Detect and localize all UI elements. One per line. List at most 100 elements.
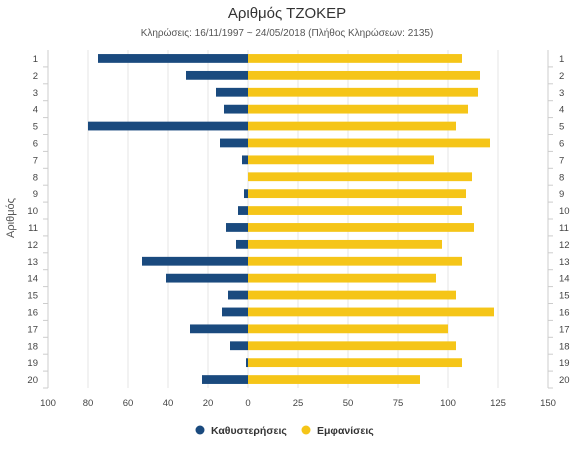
bar-delay-7[interactable]: [242, 155, 248, 165]
x-tick-label-2: 60: [123, 398, 134, 409]
bar-delay-18[interactable]: [230, 341, 248, 351]
y-tick-label-left-13: 13: [27, 257, 38, 268]
y-tick-label-left-8: 8: [33, 172, 38, 183]
y-tick-label-left-6: 6: [33, 138, 38, 149]
bar-delay-11[interactable]: [226, 223, 248, 232]
bar-delay-13[interactable]: [142, 256, 248, 266]
bar-appearance-4[interactable]: [248, 104, 468, 114]
chart-subtitle: Κληρώσεις: 16/11/1997 ~ 24/05/2018 (Πλήθ…: [141, 27, 434, 39]
bar-appearance-16[interactable]: [248, 307, 494, 317]
bar-appearance-8[interactable]: [248, 172, 472, 182]
bar-delay-16[interactable]: [222, 307, 248, 317]
y-tick-label-right-9: 9: [559, 189, 564, 200]
y-tick-label-right-7: 7: [559, 155, 564, 166]
y-tick-label-right-16: 16: [559, 307, 570, 318]
y-tick-label-left-11: 11: [28, 223, 38, 234]
bar-delay-20[interactable]: [202, 375, 248, 384]
bar-appearance-20[interactable]: [248, 375, 420, 384]
bar-delay-10[interactable]: [238, 206, 248, 215]
bar-appearance-13[interactable]: [248, 256, 462, 266]
bar-appearance-17[interactable]: [248, 324, 448, 334]
bar-delay-12[interactable]: [236, 239, 248, 249]
x-tick-label-6: 25: [293, 398, 304, 409]
bar-appearance-1[interactable]: [248, 54, 462, 63]
y-tick-label-right-1: 1: [559, 54, 564, 65]
bar-delay-2[interactable]: [186, 70, 248, 80]
x-tick-label-10: 125: [490, 398, 506, 409]
y-tick-label-left-19: 19: [27, 358, 38, 369]
x-tick-label-0: 100: [40, 398, 56, 409]
x-tick-label-7: 50: [343, 398, 354, 409]
y-tick-label-left-7: 7: [33, 155, 38, 166]
y-tick-label-left-18: 18: [27, 341, 38, 352]
x-tick-label-1: 80: [83, 398, 94, 409]
bar-appearance-12[interactable]: [248, 239, 442, 249]
y-tick-label-left-10: 10: [27, 206, 38, 217]
legend: Καθυστερήσεις Εμφανίσεις: [195, 425, 375, 437]
grid: [47, 50, 549, 388]
y-tick-label-left-12: 12: [27, 240, 38, 251]
y-tick-label-left-16: 16: [27, 307, 38, 318]
y-tick-label-left-14: 14: [27, 274, 38, 285]
bar-appearance-5[interactable]: [248, 121, 456, 131]
bar-appearance-2[interactable]: [248, 70, 480, 80]
bar-appearance-10[interactable]: [248, 206, 462, 215]
bar-delay-5[interactable]: [88, 121, 248, 131]
bar-appearance-6[interactable]: [248, 138, 490, 148]
y-tick-label-right-17: 17: [559, 324, 570, 335]
y-tick-label-right-2: 2: [559, 71, 564, 82]
legend-label-appearance: Εμφανίσεις: [317, 425, 374, 437]
bar-delay-4[interactable]: [224, 104, 248, 114]
y-tick-label-left-15: 15: [27, 291, 38, 302]
y-tick-label-left-3: 3: [33, 88, 38, 99]
x-tick-label-3: 40: [163, 398, 174, 409]
y-tick-label-right-14: 14: [559, 274, 570, 285]
y-tick-label-left-5: 5: [33, 122, 38, 133]
bar-delay-3[interactable]: [216, 87, 248, 97]
y-tick-label-right-5: 5: [559, 122, 564, 133]
legend-item-delay[interactable]: Καθυστερήσεις: [195, 425, 288, 437]
legend-label-delay: Καθυστερήσεις: [211, 425, 287, 437]
x-tick-label-9: 100: [440, 398, 456, 409]
bar-delay-19[interactable]: [246, 358, 248, 368]
y-tick-label-right-10: 10: [559, 206, 570, 217]
bar-delay-14[interactable]: [166, 273, 248, 283]
legend-marker-appearance: [301, 425, 311, 435]
y-tick-label-right-6: 6: [559, 138, 564, 149]
y-tick-label-right-11: 11: [559, 223, 569, 234]
y-tick-label-left-4: 4: [33, 105, 38, 116]
bar-delay-9[interactable]: [244, 189, 248, 199]
x-tick-label-8: 75: [393, 398, 404, 409]
bar-appearance-11[interactable]: [248, 223, 474, 232]
bar-appearance-14[interactable]: [248, 273, 436, 283]
bar-appearance-3[interactable]: [248, 87, 478, 97]
bar-delay-15[interactable]: [228, 290, 248, 300]
bar-appearance-19[interactable]: [248, 358, 462, 368]
bar-delay-17[interactable]: [190, 324, 248, 334]
x-axis: 100 80 60 40 20 0 25 50 75 100 125 150: [40, 398, 556, 409]
y-tick-label-right-8: 8: [559, 172, 564, 183]
y-tick-label-right-20: 20: [559, 375, 570, 386]
y-tick-label-right-19: 19: [559, 358, 570, 369]
y-tick-label-right-3: 3: [559, 88, 564, 99]
y-axis-title: Αριθμός: [5, 198, 17, 238]
y-tick-label-left-17: 17: [27, 324, 38, 335]
y-tick-label-right-12: 12: [559, 240, 570, 251]
chart-title: Αριθμός ΤΖΟΚΕΡ: [228, 5, 346, 22]
x-tick-label-5: 0: [245, 398, 250, 409]
y-tick-label-left-20: 20: [27, 375, 38, 386]
legend-item-appearance[interactable]: Εμφανίσεις: [301, 425, 375, 437]
bar-delay-1[interactable]: [98, 54, 248, 63]
bars: [88, 54, 494, 384]
bar-appearance-7[interactable]: [248, 155, 434, 165]
bar-appearance-9[interactable]: [248, 189, 466, 199]
y-tick-label-left-1: 1: [33, 54, 38, 65]
bar-appearance-15[interactable]: [248, 290, 456, 300]
legend-marker-delay: [195, 425, 205, 435]
bar-appearance-18[interactable]: [248, 341, 456, 351]
x-tick-label-11: 150: [540, 398, 556, 409]
y-tick-label-left-2: 2: [33, 71, 38, 82]
bar-delay-6[interactable]: [220, 138, 248, 148]
